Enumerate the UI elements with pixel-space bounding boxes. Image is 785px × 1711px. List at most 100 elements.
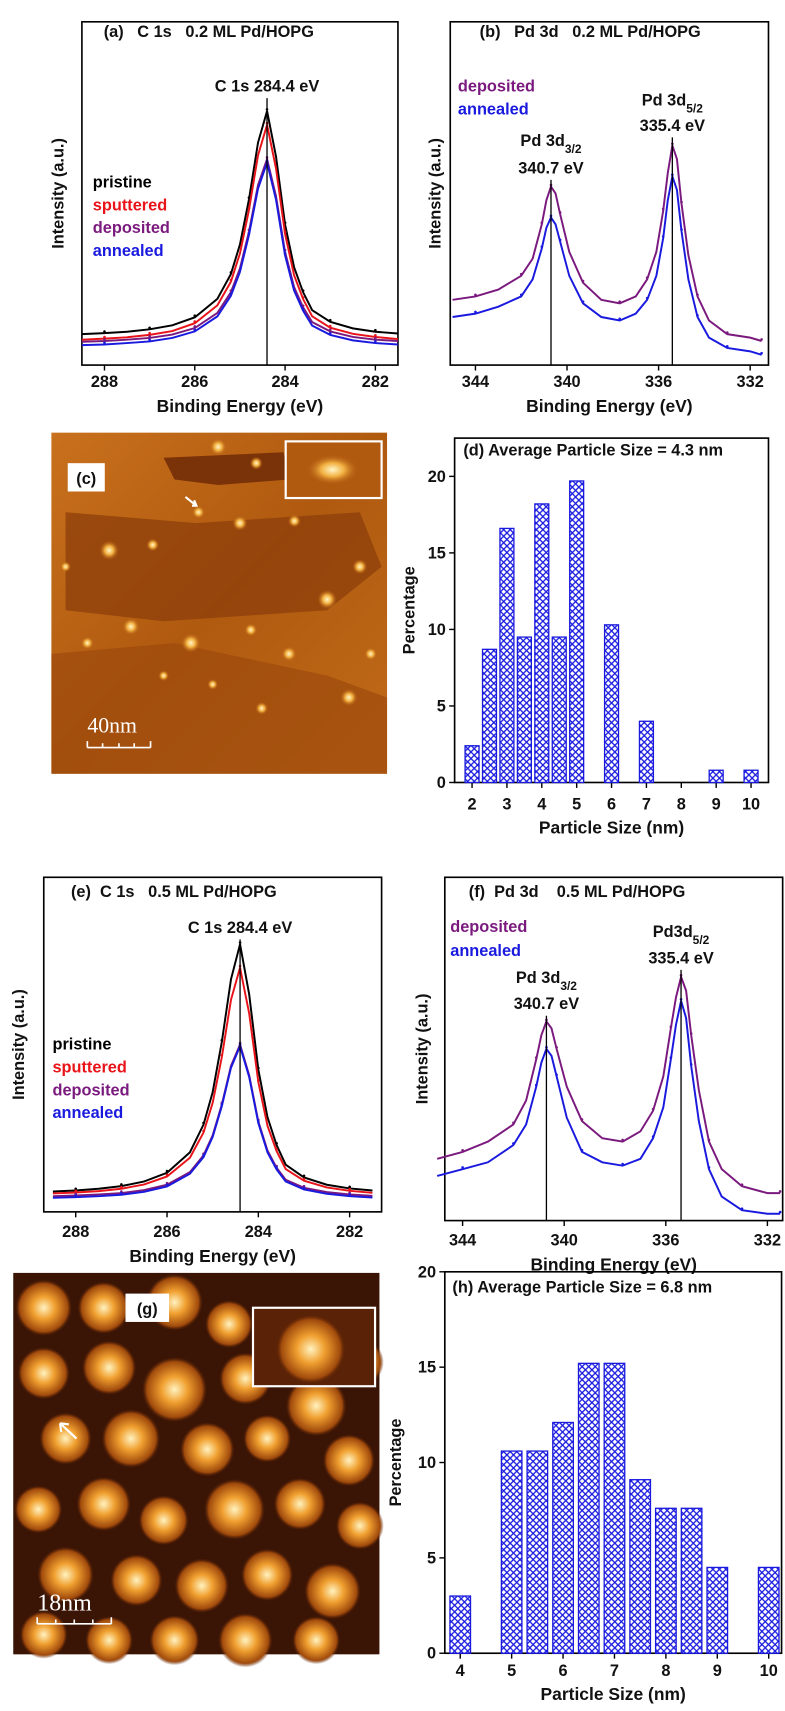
y-tick-label: 5 (427, 1549, 436, 1567)
data-point (621, 1162, 624, 1166)
series-line (436, 973, 781, 1195)
data-point (257, 1066, 260, 1070)
bar (499, 527, 515, 784)
y-axis-title: Intensity (a.u.) (413, 994, 431, 1105)
data-point (680, 200, 683, 204)
x-axis-title: Binding Energy (eV) (526, 396, 692, 416)
data-point (740, 1183, 744, 1186)
data-point (725, 331, 729, 334)
data-point (193, 314, 197, 318)
x-tick-label: 340 (553, 373, 580, 391)
data-point (301, 296, 305, 299)
legend-entry: deposited (93, 219, 170, 237)
peak-label-sub: 5/2 (693, 933, 710, 947)
x-tick-label: 282 (362, 373, 389, 391)
data-point (328, 324, 332, 328)
peak-label: Pd 3d3/2 (520, 132, 581, 156)
bar (516, 636, 532, 784)
peak-label-text: Pd 3d (642, 92, 686, 110)
data-point (512, 1142, 515, 1145)
bar (577, 1362, 600, 1654)
series-line (52, 967, 373, 1195)
bar (552, 1421, 574, 1654)
data-point (581, 300, 585, 303)
x-tick-label: 3 (502, 796, 511, 814)
data-point (220, 1038, 224, 1042)
x-tick-label: 288 (91, 373, 118, 391)
x-tick-label: 282 (336, 1223, 363, 1241)
y-tick-label: 0 (437, 774, 446, 792)
x-tick-label: 7 (642, 796, 651, 814)
data-point (257, 1079, 260, 1082)
data-point (534, 1056, 538, 1059)
data-point (193, 320, 197, 323)
stm-image-g: (g) 18nm (13, 1272, 384, 1668)
bar (500, 1450, 523, 1654)
peak-energy: 335.4 eV (648, 949, 713, 967)
data-point (148, 335, 151, 338)
series-line (81, 155, 399, 343)
peak-energy: 340.7 eV (518, 159, 583, 177)
data-point (707, 1138, 711, 1142)
plot-frame (443, 876, 784, 1222)
data-point (202, 1154, 205, 1157)
data-point (661, 235, 665, 238)
bar (706, 1566, 729, 1654)
legend-entry: annealed (93, 242, 164, 260)
peak-label: C 1s 284.4 eV (188, 919, 293, 937)
legend-entry: sputtered (52, 1058, 126, 1076)
y-tick-label: 15 (418, 1359, 436, 1377)
bar (680, 1507, 703, 1654)
data-point (651, 1135, 655, 1138)
y-tick-label: 20 (418, 1263, 436, 1281)
data-point (581, 279, 585, 283)
data-point (618, 300, 621, 303)
peak-energy: 340.7 eV (514, 995, 579, 1013)
data-point (229, 278, 233, 282)
data-point (474, 293, 477, 297)
scale-bar-label: 18nm (37, 1591, 92, 1617)
x-tick-label: 4 (537, 796, 546, 814)
data-point (512, 1121, 515, 1125)
data-point (555, 1073, 558, 1077)
peak-energy: 335.4 eV (640, 117, 705, 135)
data-point (534, 1083, 538, 1087)
data-point (374, 328, 377, 332)
data-point (348, 1193, 351, 1196)
bar (743, 769, 759, 784)
data-point (283, 230, 287, 234)
bar (534, 503, 550, 784)
x-tick-label: 340 (551, 1232, 578, 1250)
data-point (103, 338, 106, 341)
x-axis-title: Binding Energy (eV) (157, 396, 323, 416)
data-point (760, 351, 763, 355)
legend-entry: pristine (93, 173, 152, 191)
x-tick-label: 284 (271, 373, 298, 391)
x-axis-title: Binding Energy (eV) (530, 1255, 697, 1275)
plot-frame (449, 20, 770, 366)
data-point (707, 1166, 711, 1169)
legend-entry: deposited (450, 918, 527, 936)
peak-label: Pd 3d5/2 (642, 92, 703, 116)
data-point (103, 335, 106, 339)
plot-frame (42, 876, 383, 1213)
data-point (165, 1173, 169, 1177)
bar (449, 1595, 472, 1654)
y-axis-title: Percentage (387, 1419, 405, 1507)
data-point (120, 1183, 123, 1186)
x-axis-title: Particle Size (nm) (539, 818, 684, 838)
x-tick-label: 332 (737, 373, 764, 391)
data-point (148, 331, 151, 335)
x-tick-label: 2 (468, 796, 477, 814)
bar (481, 648, 498, 784)
legend-entry: deposited (458, 78, 535, 96)
series-line (81, 159, 399, 347)
legend-entry: annealed (450, 942, 521, 960)
y-axis-title: Percentage (400, 566, 418, 654)
data-point (580, 1118, 584, 1121)
image-label: (c) (76, 470, 96, 488)
bar (569, 480, 585, 784)
data-point (247, 196, 251, 199)
data-point (778, 1210, 782, 1214)
data-point (740, 1207, 744, 1210)
